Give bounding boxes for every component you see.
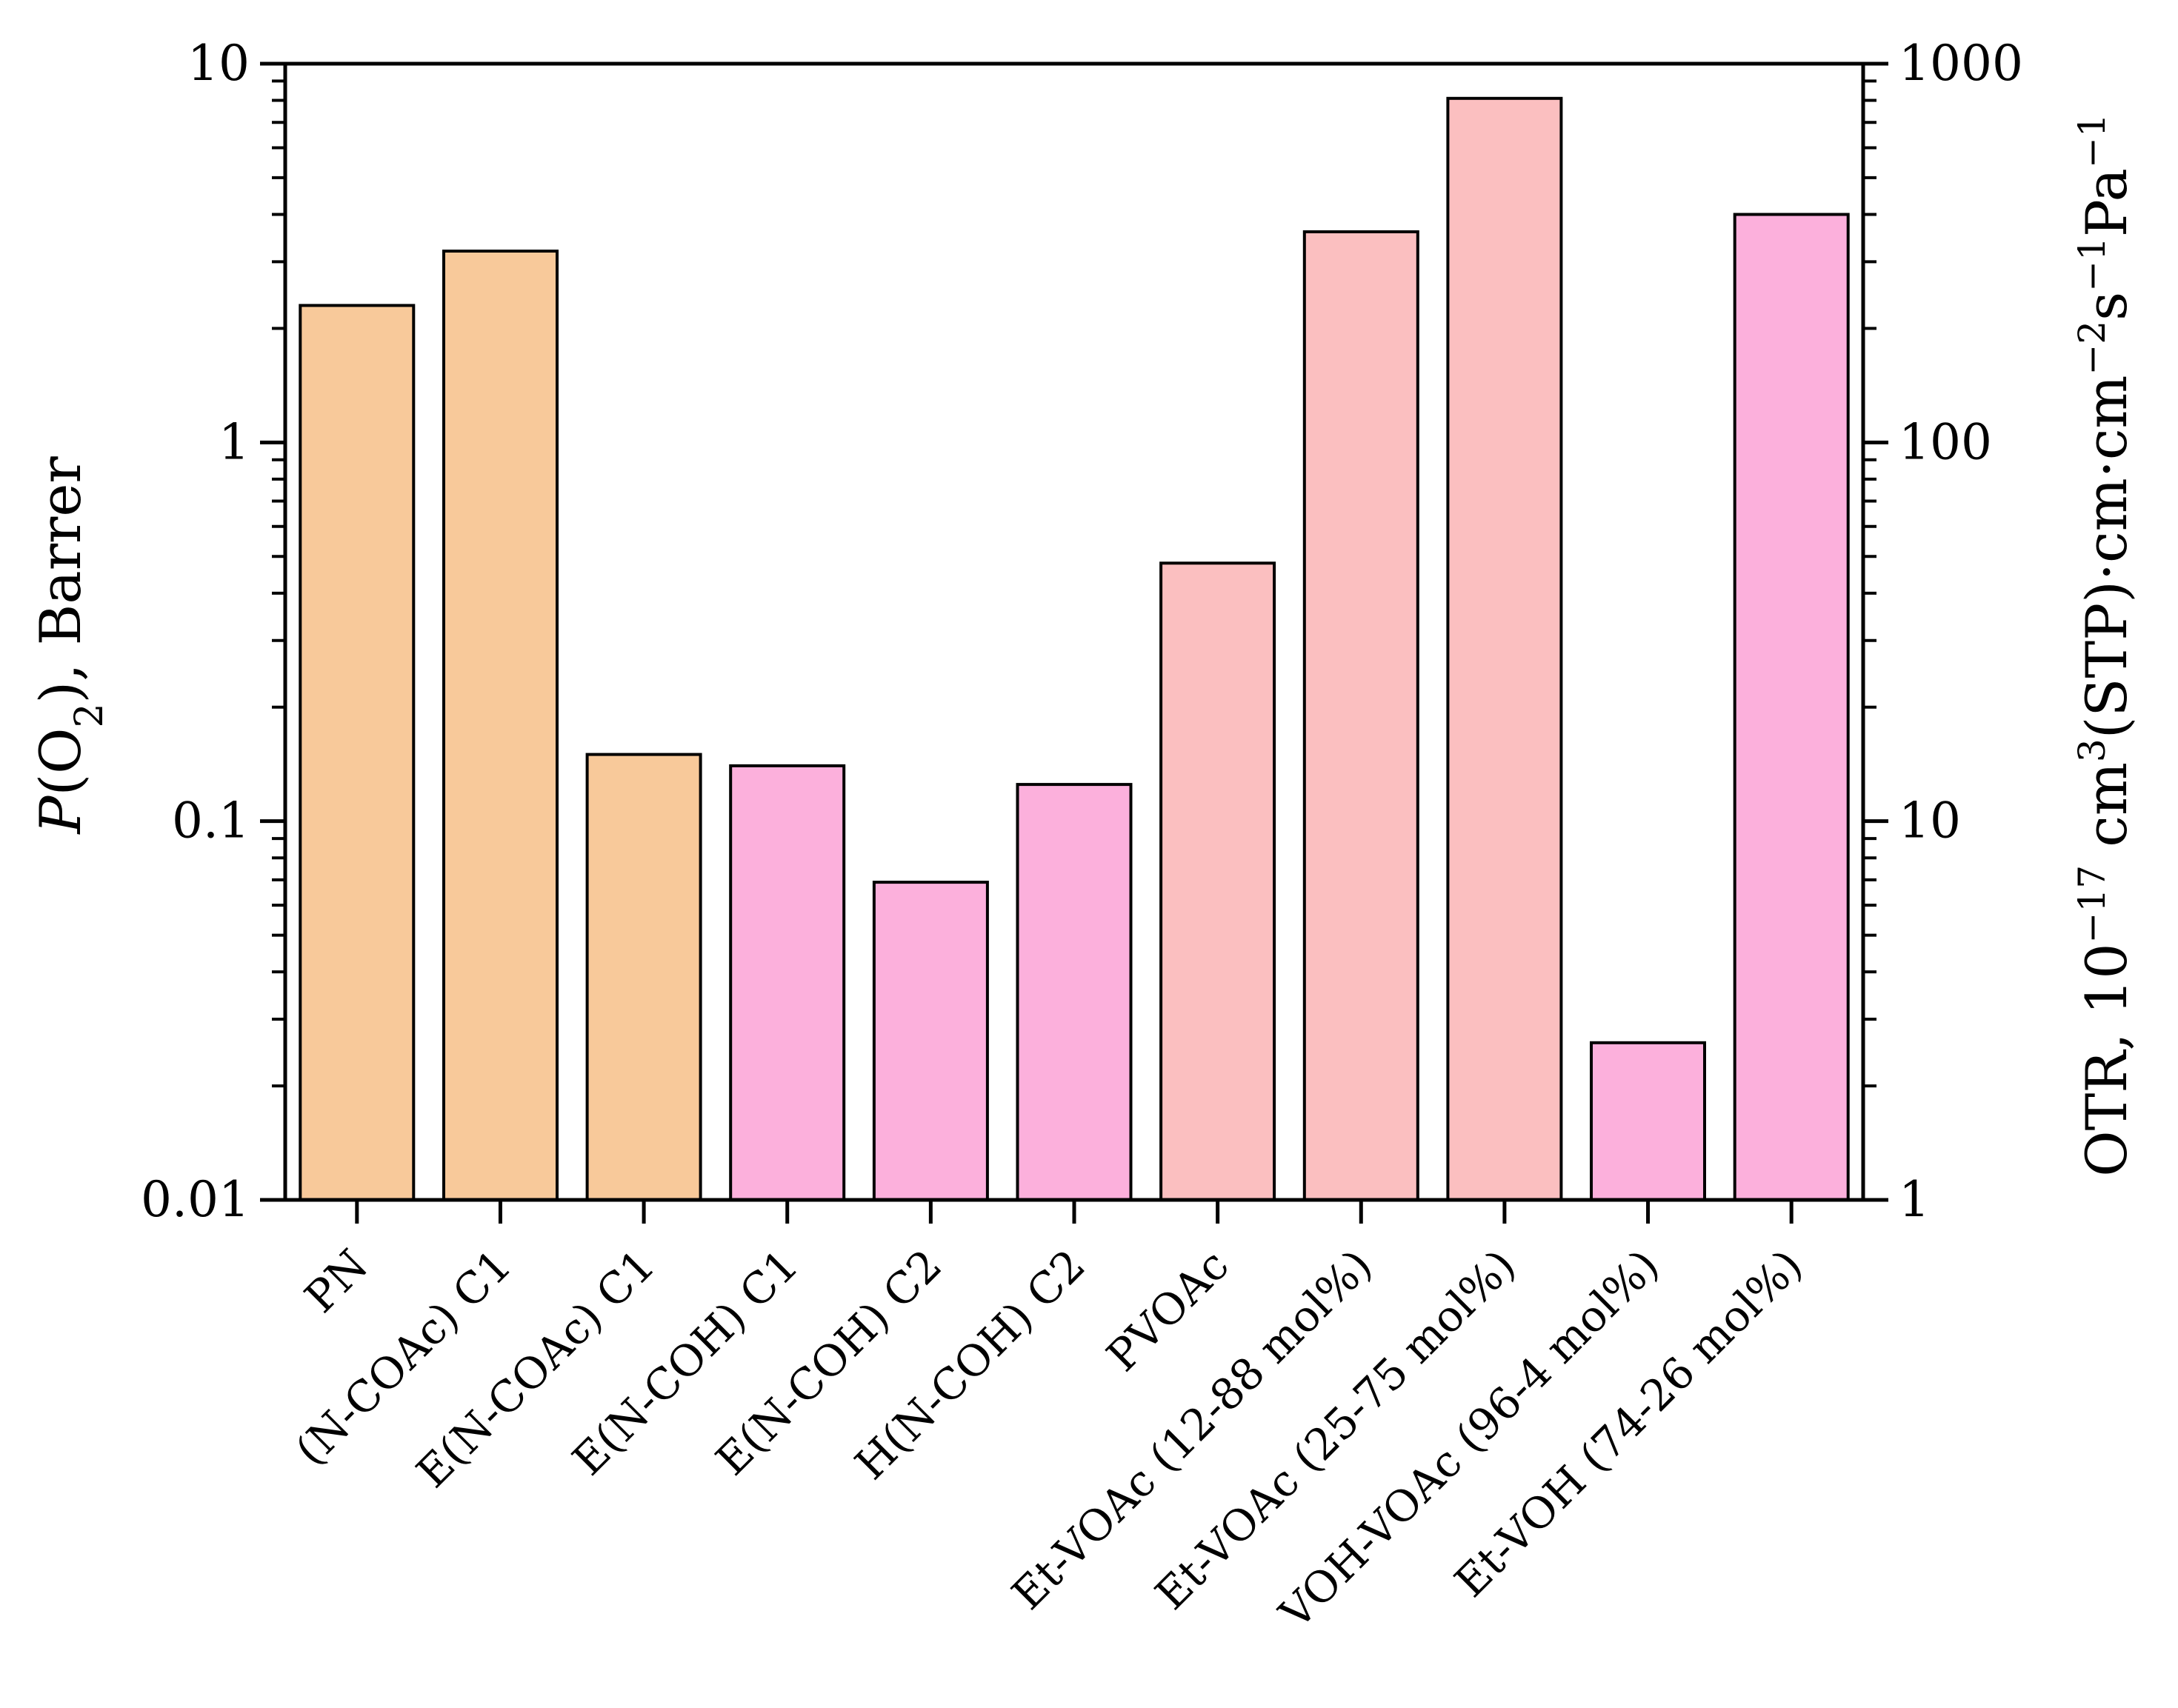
left-tick-label: 0.01	[141, 1171, 250, 1228]
right-axis-title-sup-a: −17	[2071, 865, 2114, 944]
right-axis-title-c: (STP)·cm·cm	[2074, 376, 2139, 739]
right-axis-title-sup-b: 3	[2071, 738, 2114, 762]
left-axis-title: P(O2), Barrer	[27, 456, 112, 835]
category-label-0: PN	[295, 1240, 378, 1323]
right-axis-title-sup-e: −1	[2071, 113, 2114, 168]
left-axis-title-italic: P	[27, 795, 93, 835]
axes-group: 0.01 0.1 1 10 1 10 100 1000	[141, 35, 2023, 1228]
right-tick-label: 1000	[1899, 35, 2023, 92]
bar-5	[1016, 783, 1133, 1201]
left-axis-title-sub: 2	[67, 703, 112, 727]
right-axis-title-e: Pa	[2074, 168, 2139, 237]
left-tick-label: 10	[187, 35, 250, 92]
bar-1	[442, 250, 559, 1201]
left-axis-title-post: ), Barrer	[27, 456, 93, 704]
left-tick-label: 0.1	[172, 793, 250, 850]
category-labels: PN(N-COAc) C1E(N-COAc) C1E(N-COH) C1E(N-…	[285, 1240, 1812, 1639]
bar-0	[299, 304, 416, 1201]
right-axis-title-sup-d: −1	[2071, 237, 2114, 292]
right-axis-title-d: s	[2074, 292, 2139, 321]
category-label-2: E(N-COAc) C1	[407, 1240, 665, 1498]
right-tick-label: 1	[1899, 1171, 1930, 1228]
right-tick-label: 10	[1899, 793, 1961, 850]
bar-10	[1733, 213, 1850, 1201]
right-axis-title-a: OTR, 10	[2074, 943, 2139, 1176]
left-tick-label: 1	[219, 413, 250, 470]
bar-3	[729, 764, 846, 1201]
bar-6	[1159, 561, 1276, 1201]
right-tick-label: 100	[1899, 413, 1992, 470]
bars-group	[299, 96, 1850, 1202]
right-axis-title: OTR, 10−17 cm3(STP)·cm·cm−2s−1Pa−1	[2071, 113, 2139, 1176]
right-axis-title-b: cm	[2074, 762, 2139, 865]
right-axis-title-sup-c: −2	[2071, 321, 2114, 376]
category-label-6: PVOAc	[1097, 1240, 1239, 1381]
bar-4	[872, 881, 989, 1201]
left-axis-title-pre: (O	[27, 728, 93, 796]
bar-9	[1590, 1041, 1706, 1202]
bar-2	[585, 753, 702, 1201]
bar-7	[1302, 230, 1419, 1201]
bar-8	[1446, 96, 1563, 1201]
